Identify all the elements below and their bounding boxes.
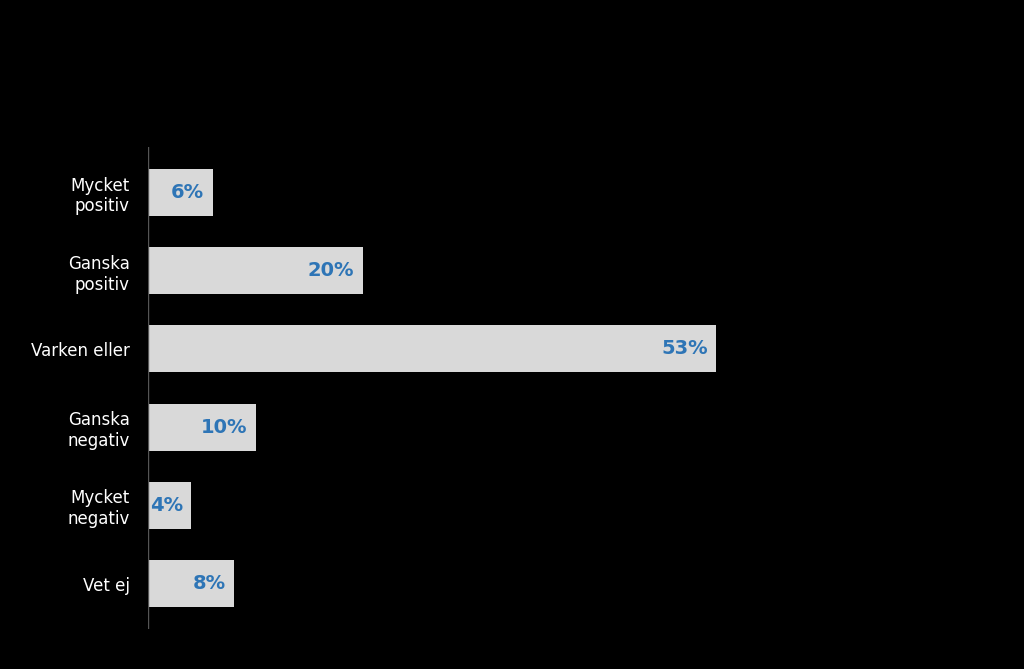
Bar bbox=[148, 169, 213, 216]
Bar bbox=[148, 325, 716, 373]
Text: 6%: 6% bbox=[171, 183, 204, 202]
Text: 53%: 53% bbox=[662, 339, 708, 359]
Text: 10%: 10% bbox=[201, 417, 247, 437]
Text: 4%: 4% bbox=[150, 496, 182, 515]
Bar bbox=[148, 482, 191, 529]
Bar bbox=[148, 403, 256, 451]
Bar bbox=[148, 560, 234, 607]
Text: 8%: 8% bbox=[193, 574, 225, 593]
Bar bbox=[148, 248, 362, 294]
Text: 20%: 20% bbox=[307, 261, 354, 280]
